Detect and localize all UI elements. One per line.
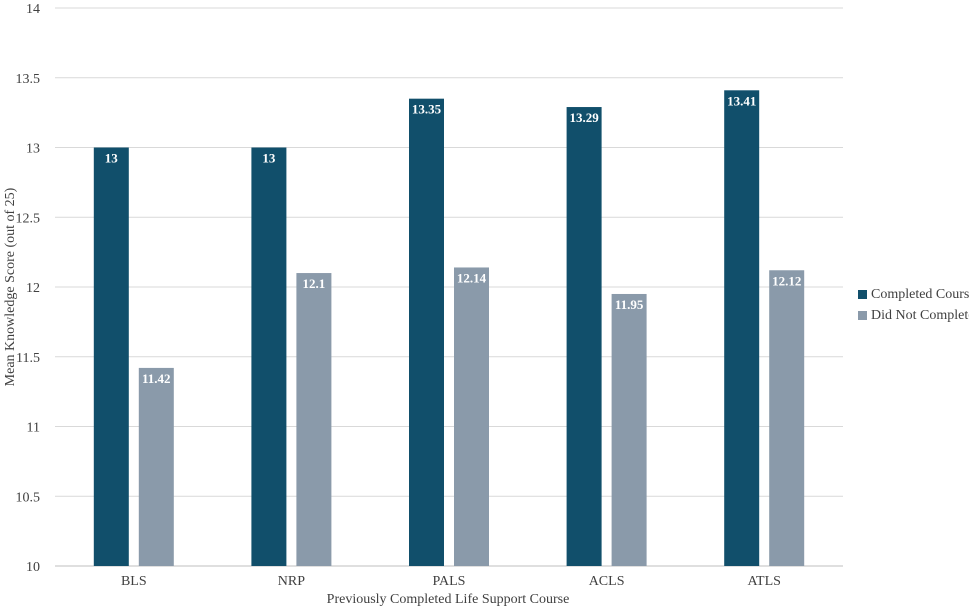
y-tick-label: 14 [26,2,40,17]
y-tick-label: 12.5 [16,211,41,226]
legend: Completed Course Did Not Complete [858,284,969,326]
x-tick-label: BLS [121,574,147,589]
bar-did-not-complete-acls [611,293,647,566]
y-axis-title: Mean Knowledge Score (out of 25) [3,187,18,386]
y-tick-label: 11 [27,421,40,436]
data-label: 13 [262,151,276,166]
bar-did-not-complete-pals [454,267,489,566]
y-tick-label: 10.5 [16,490,41,505]
legend-swatch-completed [858,290,867,299]
data-label: 12.12 [772,273,801,288]
data-label: 13.41 [727,93,756,108]
x-tick-label: NRP [278,574,305,589]
bars: 13 11.42 13 12.1 13.35 12.14 13.29 11.95 13.41 12… [93,90,805,567]
data-label: 13.35 [412,102,442,117]
data-label: 13 [105,151,119,166]
x-tick-label: ACLS [589,574,625,589]
bar-did-not-complete-nrp [296,273,332,566]
legend-item-did-not-complete: Did Not Complete [858,305,969,326]
bar-did-not-complete-bls [138,367,174,566]
x-axis-ticks: BLS NRP PALS ACLS ATLS [121,574,781,589]
y-tick-label: 13 [26,142,40,157]
legend-swatch-did-not-complete [858,311,867,320]
y-tick-label: 13.5 [16,72,41,87]
x-axis-title: Previously Completed Life Support Course [327,592,570,607]
data-label: 11.42 [142,371,171,386]
data-label: 11.95 [615,297,644,312]
data-label: 12.14 [457,270,487,285]
x-tick-label: ATLS [747,574,780,589]
x-tick-label: PALS [433,574,466,589]
y-tick-label: 11.5 [16,351,40,366]
gridlines [55,7,843,567]
y-tick-label: 12 [26,281,40,296]
bar-completed-bls [93,147,129,566]
bar-completed-atls [724,90,760,567]
legend-label-did-not-complete: Did Not Complete [871,307,969,323]
bar-completed-acls [566,107,602,567]
data-label: 12.1 [303,276,326,291]
bar-completed-pals [409,98,444,567]
y-axis-ticks: 10 10.5 11 11.5 12 12.5 13 13.5 14 [16,2,41,575]
data-label: 13.29 [569,110,599,125]
bar-did-not-complete-atls [769,270,805,566]
legend-item-completed: Completed Course [858,284,969,305]
legend-label-completed: Completed Course [871,286,969,302]
y-tick-label: 10 [26,560,40,575]
bar-completed-nrp [251,147,287,566]
